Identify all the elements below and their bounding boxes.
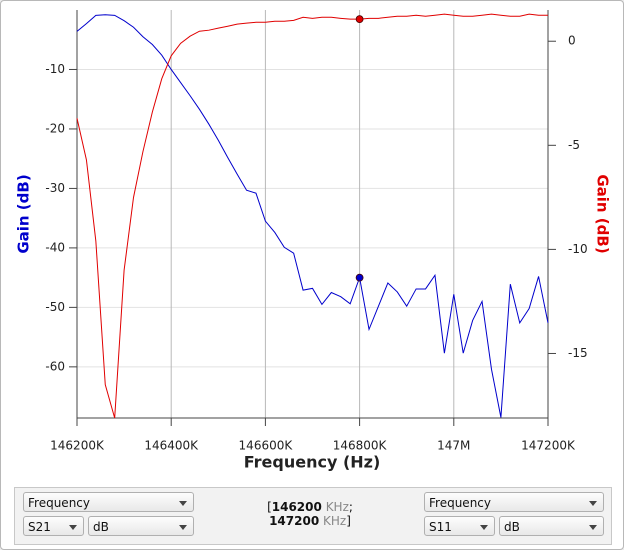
range-start: 146200 bbox=[271, 500, 322, 514]
marker bbox=[355, 15, 364, 24]
separator: ; bbox=[348, 500, 353, 514]
format-select[interactable]: dB bbox=[88, 516, 194, 536]
x-axis-title: Frequency (Hz) bbox=[244, 453, 381, 472]
range-label: [146200 KHz; 147200 KHz] bbox=[235, 500, 385, 528]
y2-axis-title: Gain (dB) bbox=[594, 174, 612, 253]
bracket: [ bbox=[267, 500, 272, 514]
bracket: ] bbox=[346, 514, 351, 528]
x-tick-label: 146200K bbox=[50, 439, 105, 453]
y2-tick-label: 0 bbox=[568, 34, 576, 48]
x-tick-label: 147M bbox=[437, 439, 470, 453]
y2-tick-label: -10 bbox=[568, 242, 588, 256]
range-end: 147200 bbox=[269, 514, 320, 528]
x-tick-label: 146400K bbox=[144, 439, 199, 453]
y-axis-title: Gain (dB) bbox=[15, 174, 33, 253]
series-line bbox=[76, 13, 548, 419]
y-tick-label: -20 bbox=[45, 121, 65, 135]
y-tick-label: -40 bbox=[45, 240, 65, 254]
x-axis-select[interactable]: Frequency bbox=[23, 492, 194, 512]
param-select[interactable]: S11 bbox=[424, 516, 495, 536]
plot-area bbox=[77, 10, 548, 418]
marker bbox=[355, 273, 364, 282]
x-tick-label: 146600K bbox=[239, 439, 294, 453]
y-tick-label: -60 bbox=[45, 359, 65, 373]
y2-tick-label: -5 bbox=[568, 138, 580, 152]
y2-tick-label: -15 bbox=[568, 346, 588, 360]
x-axis-select[interactable]: Frequency bbox=[424, 492, 604, 512]
y-tick-label: -10 bbox=[45, 62, 65, 76]
y-tick-label: -30 bbox=[45, 181, 65, 195]
chart: Frequency (Hz) Gain (dB) Gain (dB) -10 -2… bbox=[15, 10, 612, 472]
x-tick-label: 147200K bbox=[521, 439, 576, 453]
format-select[interactable]: dB bbox=[499, 516, 604, 536]
series-line bbox=[76, 14, 549, 418]
control-panel: Frequency S21 dB [146200 KHz; 147200 KHz]… bbox=[14, 487, 612, 545]
y-tick-label: -50 bbox=[45, 300, 65, 314]
unit: KHz bbox=[323, 514, 347, 528]
x-tick-label: 146800K bbox=[333, 439, 388, 453]
param-select[interactable]: S21 bbox=[23, 516, 84, 536]
unit: KHz bbox=[325, 500, 349, 514]
